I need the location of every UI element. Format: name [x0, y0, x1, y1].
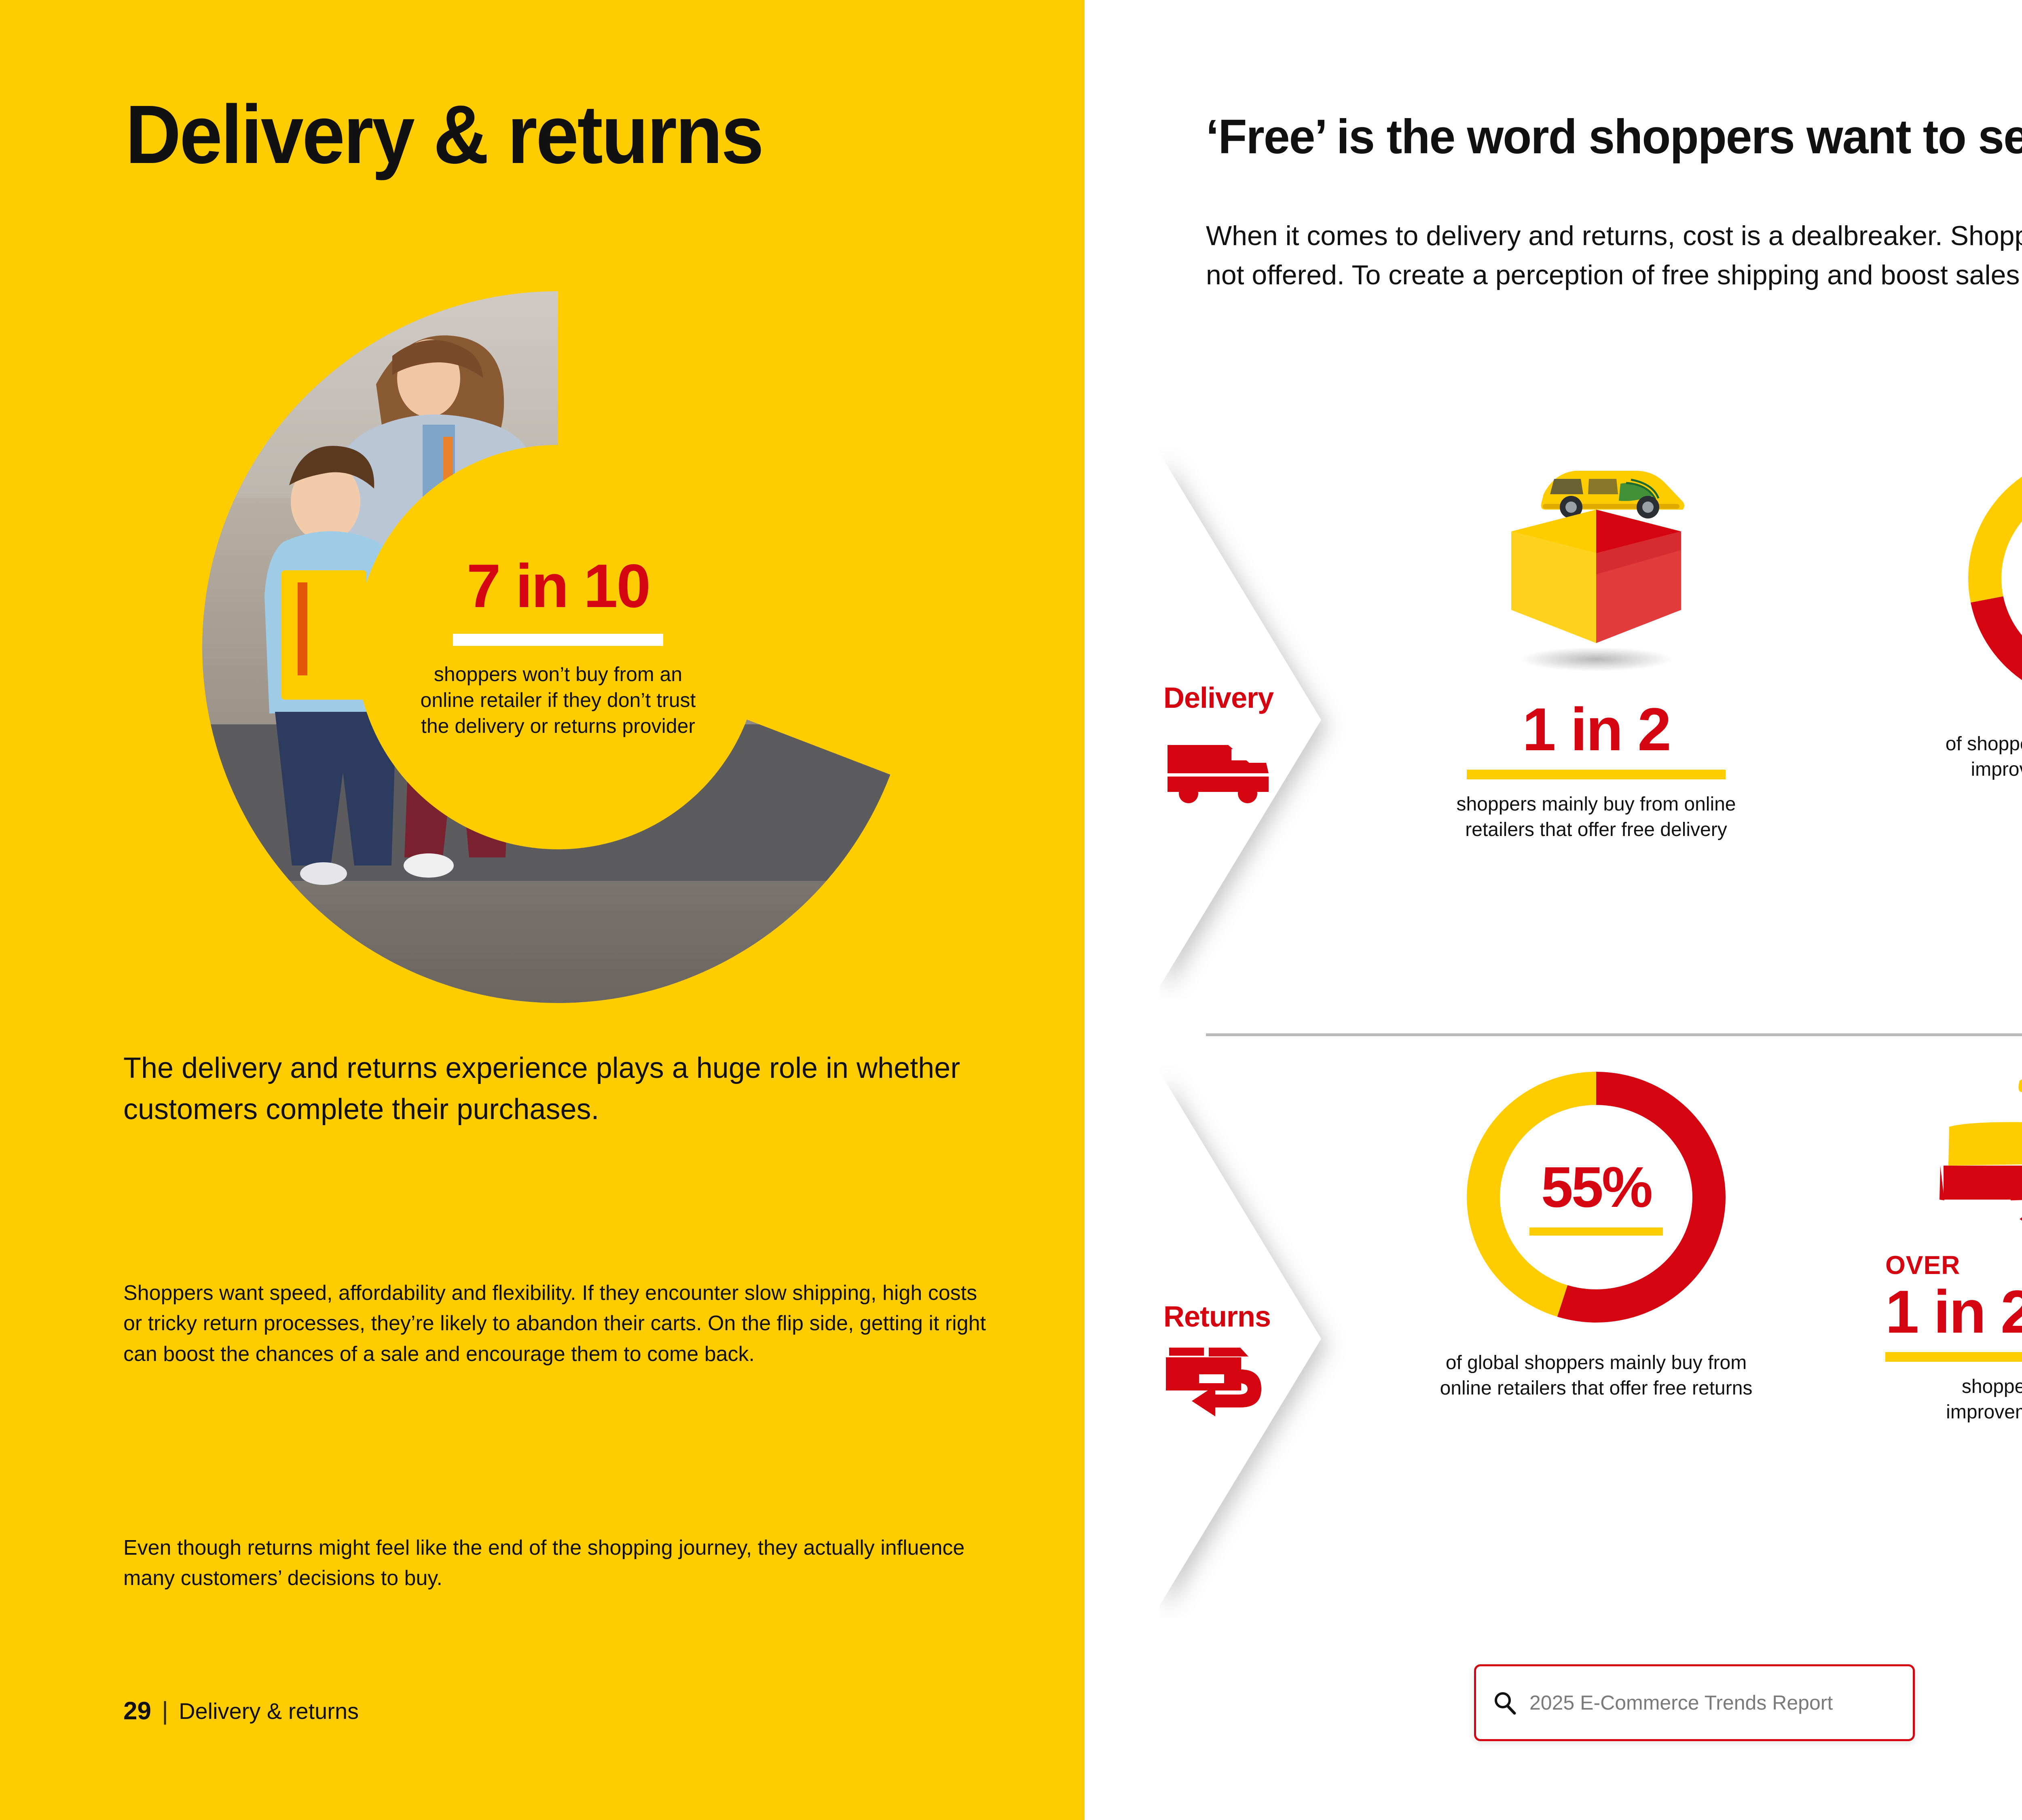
ring-center: 55% — [1500, 1105, 1692, 1289]
hero-stat-caption: shoppers won’t buy from an online retail… — [420, 663, 696, 737]
report-search-badge[interactable]: 2025 E-Commerce Trends Report — [1474, 1664, 1915, 1741]
donut-center: 7 in 10 shoppers won’t buy from an onlin… — [356, 445, 760, 849]
delivery-van-icon — [1164, 724, 1271, 805]
delivery-row: Delivery — [1085, 441, 2022, 1023]
delivery-row-label: Delivery — [1163, 682, 1274, 714]
ring-chart: 55% — [1467, 1072, 1726, 1323]
chevron-arrow-shape — [1159, 1072, 1321, 1606]
section-intro-paragraph: When it comes to delivery and returns, c… — [1206, 220, 2022, 290]
body-paragraph-2: Even though returns might feel like the … — [123, 1536, 965, 1590]
hero-stat-underline — [453, 634, 663, 646]
returns-chevron: Returns — [1159, 1060, 1349, 1618]
stat-card-1-in-2: 1 in 2 shoppers mainly buy from online r… — [1376, 441, 1817, 843]
stat-value: 55% — [1541, 1155, 1653, 1219]
returns-row: Returns 55% — [1085, 1060, 2022, 1642]
delivery-chevron: Delivery — [1159, 441, 1349, 999]
stat-caption: shoppers mainly buy from online retailer… — [1456, 794, 1736, 841]
stat-underline-bar — [1529, 1227, 1663, 1236]
stat-card-72-percent: 72% of shoppers say free delivery would … — [1877, 445, 2022, 808]
stat-caption: of global shoppers mainly buy from onlin… — [1440, 1352, 1753, 1399]
chevron-arrow-shape — [1159, 453, 1321, 987]
report-name-label: 2025 E-Commerce Trends Report — [1529, 1691, 1833, 1714]
hero-stat-value: 7 in 10 — [466, 552, 651, 620]
footer-section-label: Delivery & returns — [179, 1698, 359, 1724]
returns-box-arrow-icon — [1164, 1339, 1273, 1426]
stat-card-55-percent: 55% of global shoppers mainly buy from o… — [1376, 1064, 1817, 1401]
stat-value: 1 in 2 — [1885, 1278, 2022, 1346]
right-content-panel: ‘Free’ is the word shoppers want to see … — [1085, 0, 2022, 1820]
page-footer: 29 | Delivery & returns — [123, 1697, 359, 1725]
donut-ring-55: 55% — [1376, 1064, 1817, 1331]
footer-separator: | — [161, 1697, 169, 1725]
hero-donut-chart: 7 in 10 shoppers won’t buy from an onlin… — [202, 291, 914, 1003]
stat-prefix: OVER — [1885, 1251, 1961, 1280]
row-divider — [1206, 1033, 2022, 1036]
search-icon — [1495, 1692, 1516, 1715]
body-paragraph-1: Shoppers want speed, affordability and f… — [123, 1281, 986, 1366]
lead-paragraph: The delivery and returns experience play… — [123, 1052, 960, 1126]
footer-page-number: 29 — [123, 1697, 151, 1725]
stat-card-over-1-in-2: OVER 1 in 2 shoppers say free returns is… — [1877, 1056, 2022, 1451]
stat-caption: of shoppers say free delivery would impr… — [1945, 733, 2022, 781]
stat-underline-bar — [1467, 770, 1726, 779]
donut-ring-72: 72% — [1877, 445, 2022, 712]
page-title: Delivery & returns — [125, 88, 764, 181]
stat-caption: shoppers say free returns is the improve… — [1946, 1376, 2022, 1423]
parcel-box-with-van-icon — [1376, 441, 1817, 700]
courier-carrying-parcel-icon: OVER — [1877, 1056, 2022, 1282]
stat-underline-bar — [1885, 1352, 2022, 1362]
section-headline: ‘Free’ is the word shoppers want to see … — [1206, 110, 2022, 164]
stat-value: 1 in 2 — [1522, 695, 1671, 763]
returns-row-label: Returns — [1163, 1301, 1271, 1333]
left-yellow-panel: Delivery & returns — [0, 0, 1085, 1820]
ring-chart: 72% — [1968, 453, 2022, 704]
